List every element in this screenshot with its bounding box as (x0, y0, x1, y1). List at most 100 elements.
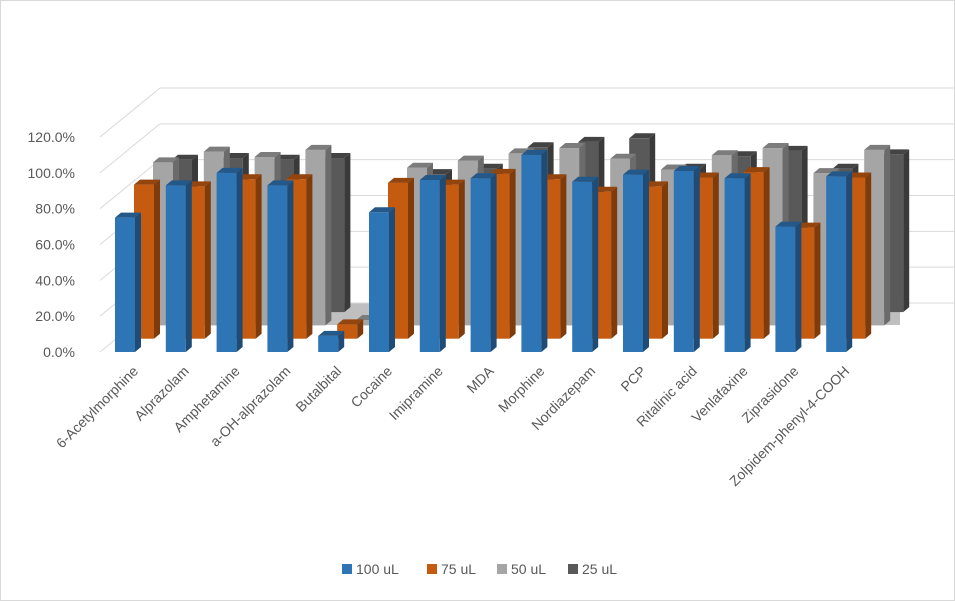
bar-top (762, 143, 789, 149)
bar-side (509, 168, 516, 339)
legend-item[interactable]: 100 uL (342, 561, 399, 577)
bar-top (629, 133, 656, 139)
bar-side (763, 167, 770, 339)
bar-front (572, 181, 593, 352)
bar-side (884, 144, 891, 326)
gridline-side (99, 159, 161, 210)
legend-item[interactable]: 25 uL (568, 561, 617, 577)
bar-top (521, 149, 548, 155)
bar (419, 175, 446, 352)
bar-side (344, 153, 351, 313)
bar-top (115, 212, 141, 218)
bar (775, 221, 802, 352)
bar-front (216, 172, 237, 352)
bar (521, 149, 548, 352)
bar-side (490, 173, 497, 352)
bar-front (826, 176, 847, 352)
bar-side (541, 149, 548, 352)
bar (115, 212, 141, 352)
bar-top (470, 173, 497, 179)
bar-side (693, 166, 700, 352)
legend: 100 uL 75 uL 50 uL 25 uL (342, 561, 617, 577)
legend-item[interactable]: 50 uL (497, 561, 546, 577)
bar-side (255, 174, 262, 339)
bar-side (744, 173, 751, 352)
bar-top (267, 180, 294, 186)
bar-front (775, 226, 796, 352)
category-label: Butalbital (292, 363, 344, 415)
category-label: MDA (463, 362, 497, 396)
bar (724, 173, 751, 352)
legend-label: 75 uL (441, 561, 476, 577)
y-tick-label: 20.0% (35, 308, 75, 324)
category-label: 6-Acetylmorphine (53, 363, 141, 451)
bar (470, 173, 497, 352)
bar-side (135, 212, 141, 352)
bar-front (419, 180, 440, 352)
y-tick-label: 0.0% (43, 344, 75, 360)
bar-front (165, 185, 186, 352)
bar-top (572, 176, 599, 182)
bar-side (795, 221, 802, 352)
y-tick-label: 60.0% (35, 237, 75, 253)
bar-top (286, 174, 313, 180)
bar-front (115, 217, 135, 352)
category-label: Cocaine (347, 363, 395, 411)
y-tick-label: 120.0% (28, 129, 75, 145)
bar-top (673, 166, 700, 172)
bar-front (673, 171, 694, 352)
bar-side (408, 177, 414, 339)
gridline-side (99, 123, 161, 174)
bar-side (154, 179, 160, 339)
y-tick-label: 40.0% (35, 272, 75, 288)
bar-side (204, 181, 211, 339)
bar (318, 330, 345, 352)
y-axis-ticks: 0.0% 20.0% 40.0% 60.0% 80.0% 100.0% 120.0% (28, 129, 75, 360)
bar-top (864, 144, 891, 150)
bar-side (325, 144, 332, 326)
bar-side (560, 174, 567, 339)
bar-front (369, 212, 389, 352)
bar-top (165, 180, 192, 186)
bar-top (711, 150, 738, 156)
legend-swatch (342, 564, 352, 574)
bar-side (236, 167, 243, 352)
bar-top (153, 157, 179, 163)
bars (115, 133, 910, 352)
bar (572, 176, 599, 352)
bar-top (489, 168, 516, 174)
bar-side (846, 171, 853, 352)
bar-front (318, 335, 339, 352)
legend-swatch (568, 564, 578, 574)
bar-top (337, 319, 364, 325)
bar-side (712, 172, 719, 339)
bar-top (254, 151, 281, 157)
bar-side (338, 330, 345, 352)
y-tick-label: 80.0% (35, 201, 75, 217)
bar-top (743, 167, 770, 173)
y-tick-label: 100.0% (28, 165, 75, 181)
bar-top (623, 169, 649, 175)
bar-top (369, 207, 395, 213)
bar-front (724, 178, 745, 352)
bar-top (832, 163, 859, 169)
legend-swatch (427, 564, 437, 574)
bar-top (457, 155, 484, 161)
bar-side (185, 180, 192, 352)
bar (673, 166, 700, 352)
bar-top (134, 179, 160, 185)
bar (369, 207, 395, 352)
bar-top (559, 143, 586, 149)
bar-top (407, 162, 433, 168)
bar (826, 171, 853, 352)
bar-side (287, 180, 294, 352)
bar-side (643, 169, 649, 352)
bar-side (814, 222, 821, 339)
bar-top (203, 146, 230, 152)
bar (267, 180, 294, 352)
legend-item[interactable]: 75 uL (427, 561, 476, 577)
bar-top (578, 136, 605, 142)
bar-front (521, 154, 542, 352)
bar-top (610, 153, 637, 159)
